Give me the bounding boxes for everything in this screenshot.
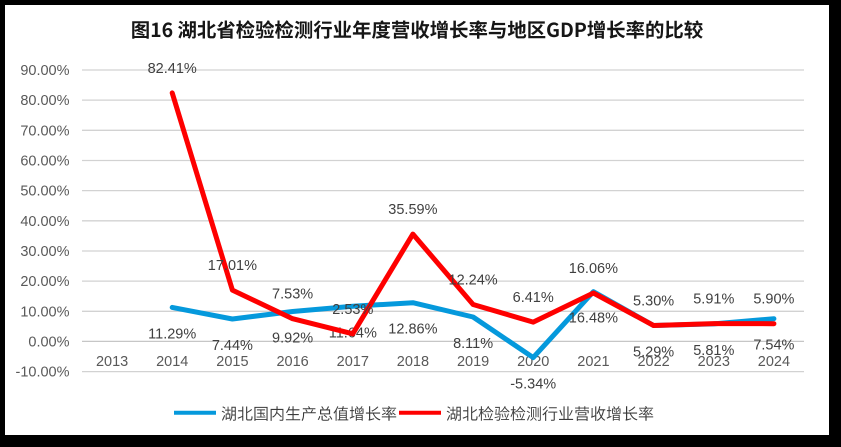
svg-text:9.92%: 9.92% <box>272 331 313 347</box>
svg-text:11.29%: 11.29% <box>148 326 196 342</box>
svg-text:2014: 2014 <box>156 354 188 370</box>
svg-text:20.00%: 20.00% <box>20 274 69 290</box>
svg-text:2022: 2022 <box>637 354 669 370</box>
svg-text:12.86%: 12.86% <box>388 322 437 338</box>
svg-text:6.41%: 6.41% <box>513 290 554 306</box>
svg-text:2019: 2019 <box>457 354 489 370</box>
svg-text:35.59%: 35.59% <box>388 202 437 218</box>
svg-text:12.24%: 12.24% <box>449 273 498 289</box>
svg-text:5.91%: 5.91% <box>693 292 734 308</box>
svg-text:2023: 2023 <box>698 354 730 370</box>
svg-text:17.01%: 17.01% <box>208 258 257 274</box>
svg-text:2020: 2020 <box>517 354 549 370</box>
svg-text:2021: 2021 <box>577 354 609 370</box>
svg-text:-10.00%: -10.00% <box>15 365 69 381</box>
svg-text:-5.34%: -5.34% <box>510 377 556 393</box>
svg-text:5.90%: 5.90% <box>753 292 794 308</box>
svg-text:60.00%: 60.00% <box>20 154 69 170</box>
svg-text:2.53%: 2.53% <box>332 302 373 318</box>
svg-text:2017: 2017 <box>337 354 369 370</box>
svg-text:7.53%: 7.53% <box>272 287 313 303</box>
svg-text:2024: 2024 <box>758 354 790 370</box>
svg-text:90.00%: 90.00% <box>20 63 69 79</box>
svg-text:7.44%: 7.44% <box>212 338 253 354</box>
svg-text:30.00%: 30.00% <box>20 244 69 260</box>
svg-text:10.00%: 10.00% <box>20 304 69 320</box>
svg-text:5.81%: 5.81% <box>693 343 734 359</box>
svg-text:82.41%: 82.41% <box>148 61 197 77</box>
svg-text:80.00%: 80.00% <box>20 93 69 109</box>
svg-text:5.30%: 5.30% <box>633 294 674 310</box>
svg-text:2018: 2018 <box>397 354 429 370</box>
svg-text:7.54%: 7.54% <box>753 338 794 354</box>
svg-text:50.00%: 50.00% <box>20 184 69 200</box>
svg-text:16.06%: 16.06% <box>569 261 618 277</box>
svg-text:5.29%: 5.29% <box>633 345 674 361</box>
svg-text:8.11%: 8.11% <box>453 336 493 352</box>
svg-text:2013: 2013 <box>96 354 128 370</box>
svg-text:16.48%: 16.48% <box>569 311 618 327</box>
svg-text:70.00%: 70.00% <box>20 123 69 139</box>
svg-text:40.00%: 40.00% <box>20 214 69 230</box>
svg-text:0.00%: 0.00% <box>28 334 69 350</box>
svg-text:2016: 2016 <box>276 354 308 370</box>
svg-text:2015: 2015 <box>216 354 248 370</box>
